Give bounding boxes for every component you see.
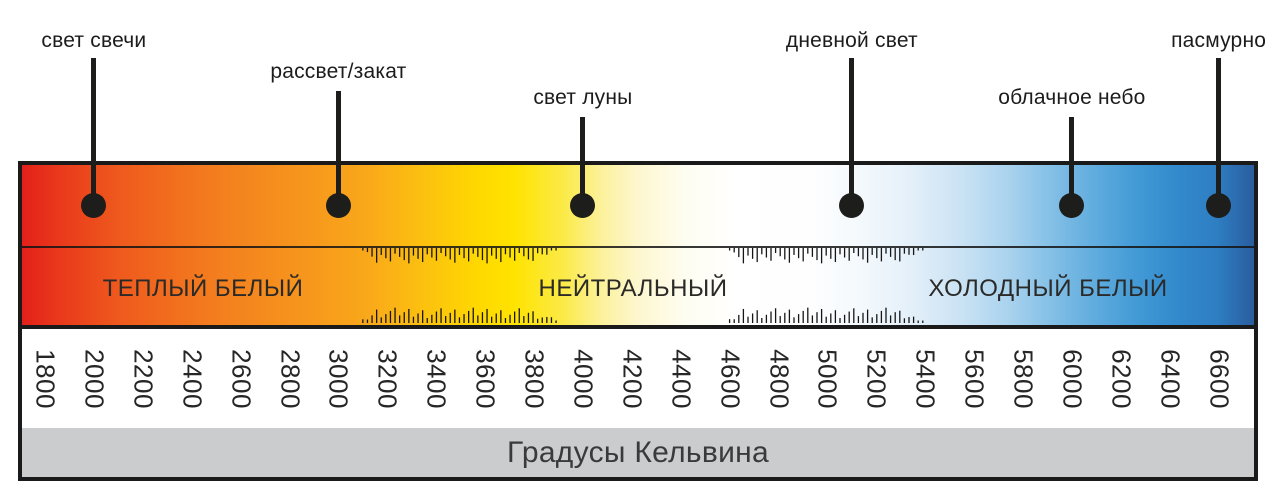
zone-label-cold-white: ХОЛОДНЫЙ БЕЛЫЙ bbox=[928, 275, 1168, 302]
callout-pointer-line bbox=[91, 58, 97, 205]
callout-label: свет свечи bbox=[41, 29, 147, 52]
transition-hatch-marks bbox=[362, 248, 924, 323]
callout-label: дневной свет bbox=[785, 29, 918, 52]
callout-dot bbox=[839, 192, 865, 218]
callout-pointer-line bbox=[849, 58, 855, 205]
callout-label: свет луны bbox=[533, 86, 633, 109]
kelvin-gradient-band: ТЕПЛЫЙ БЕЛЫЙ НЕЙТРАЛЬНЫЙ ХОЛОДНЫЙ БЕЛЫЙ bbox=[22, 165, 1254, 329]
callout-pointer-line bbox=[1216, 58, 1222, 205]
callout-pointer-line bbox=[335, 91, 341, 205]
callout-label: облачное небо bbox=[998, 86, 1146, 109]
axis-title: Градусы Кельвина bbox=[506, 435, 770, 469]
band-divider-line bbox=[22, 246, 1254, 248]
zone-label-neutral: НЕЙТРАЛЬНЫЙ bbox=[538, 275, 728, 302]
callout-dot bbox=[325, 192, 351, 218]
callout-label: рассвет/закат bbox=[270, 60, 407, 83]
callout-label: пасмурно bbox=[1171, 29, 1267, 52]
kelvin-axis: 1800 2000 2200 2400 2600 2800 3000 3200 3400 3600… bbox=[22, 329, 1254, 428]
callout-dot bbox=[1059, 192, 1085, 218]
zone-label-warm-white: ТЕПЛЫЙ БЕЛЫЙ bbox=[102, 275, 304, 302]
scale-panel: ТЕПЛЫЙ БЕЛЫЙ НЕЙТРАЛЬНЫЙ ХОЛОДНЫЙ БЕЛЫЙ … bbox=[18, 161, 1258, 481]
axis-title-bar: Градусы Кельвина bbox=[22, 428, 1254, 477]
callout-dot bbox=[1206, 192, 1232, 218]
callout-dot bbox=[81, 192, 107, 218]
callout-pointer-line bbox=[580, 117, 586, 205]
callout-pointer-line bbox=[1069, 117, 1075, 205]
callout-dot bbox=[570, 192, 596, 218]
